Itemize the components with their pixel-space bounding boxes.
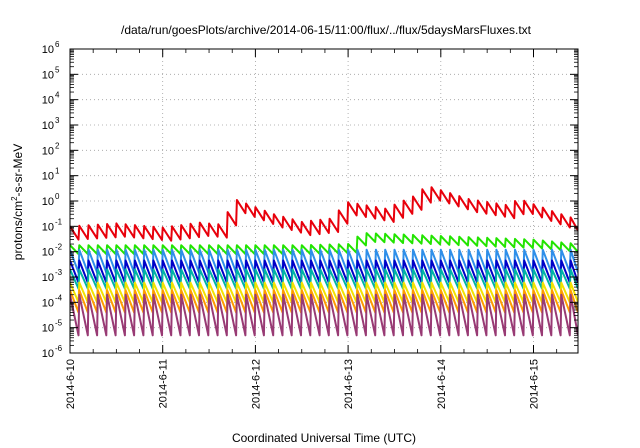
x-tick-label: 2014-6-11 <box>158 359 170 408</box>
y-tick-label: 102 <box>42 141 60 157</box>
y-axis-label: protons/cm2-s-sr-MeV <box>10 144 25 260</box>
y-tick-base: 10 <box>42 44 54 56</box>
chart-title: /data/run/goesPlots/archive/2014-06-15/1… <box>121 23 532 37</box>
series-line <box>70 289 578 314</box>
y-tick-base: 10 <box>42 145 54 157</box>
y-tick-base: 10 <box>42 297 54 309</box>
y-tick-exponent: 1 <box>55 167 60 176</box>
y-axis-label-suffix: -s-sr-MeV <box>11 144 25 197</box>
y-tick-base: 10 <box>42 95 54 107</box>
y-tick-labels: 10-610-510-410-310-210-11001011021031041… <box>42 40 63 360</box>
x-tick-labels: 2014-6-10 2014-6-11 2014-6-12 2014-6-13 2014… <box>65 359 541 409</box>
x-tick-label: 2014-6-13 <box>343 359 355 409</box>
axis-ticks <box>69 48 578 354</box>
y-tick-exponent: -4 <box>55 293 63 302</box>
y-tick-label: 10-4 <box>42 293 63 309</box>
y-tick-label: 103 <box>42 116 60 132</box>
series-line <box>70 259 578 284</box>
y-tick-label: 10-1 <box>42 217 63 233</box>
y-tick-label: 105 <box>42 65 60 81</box>
y-tick-label: 10-2 <box>42 243 63 259</box>
x-tick-label: 2014-6-15 <box>529 359 541 409</box>
y-axis-label-prefix: protons/cm <box>11 201 25 260</box>
y-tick-label: 101 <box>42 167 60 183</box>
y-tick-exponent: -2 <box>55 243 63 252</box>
y-tick-exponent: 6 <box>55 40 60 49</box>
x-axis-label: Coordinated Universal Time (UTC) <box>232 431 416 445</box>
x-tick-label: 2014-6-10 <box>65 359 77 409</box>
y-tick-exponent: -1 <box>55 217 63 226</box>
y-tick-label: 100 <box>42 192 60 208</box>
y-tick-base: 10 <box>42 348 54 360</box>
y-tick-exponent: 3 <box>55 116 60 125</box>
y-tick-exponent: -3 <box>55 268 63 277</box>
series-line <box>70 248 578 274</box>
y-tick-exponent: -6 <box>55 344 63 353</box>
y-axis-label-sup: 2 <box>10 196 19 201</box>
y-tick-exponent: 2 <box>55 141 60 150</box>
y-tick-exponent: 4 <box>55 91 60 100</box>
y-tick-base: 10 <box>42 120 54 132</box>
y-tick-label: 10-5 <box>42 319 63 335</box>
y-tick-exponent: 5 <box>55 65 60 74</box>
series-layer <box>70 186 578 337</box>
y-tick-base: 10 <box>42 171 54 183</box>
y-tick-base: 10 <box>42 247 54 259</box>
y-tick-label: 106 <box>42 40 60 56</box>
x-tick-label: 2014-6-14 <box>436 359 448 409</box>
series-line <box>70 293 578 337</box>
x-tick-label: 2014-6-12 <box>250 359 262 409</box>
y-tick-exponent: 0 <box>55 192 60 201</box>
series-line <box>70 232 578 255</box>
y-tick-base: 10 <box>42 272 54 284</box>
y-tick-base: 10 <box>42 196 54 208</box>
series-line <box>70 268 578 290</box>
series-line <box>70 186 578 242</box>
y-tick-label: 104 <box>42 91 60 107</box>
y-tick-label: 10-3 <box>42 268 63 284</box>
y-tick-base: 10 <box>42 323 54 335</box>
y-tick-base: 10 <box>42 69 54 81</box>
series-line <box>70 281 578 304</box>
y-tick-base: 10 <box>42 221 54 233</box>
y-tick-exponent: -5 <box>55 319 63 328</box>
y-tick-label: 10-6 <box>42 344 63 360</box>
